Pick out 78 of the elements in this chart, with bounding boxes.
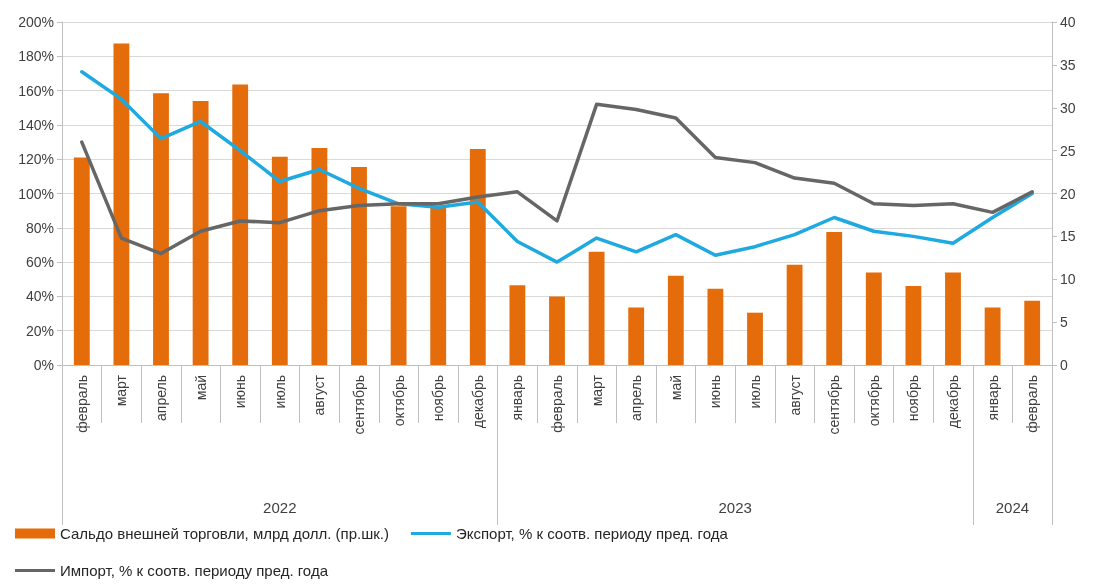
x-tick-label: июль: [747, 375, 763, 409]
x-tick-label: март: [113, 374, 130, 407]
y-tick-label: 20%: [25, 322, 54, 339]
text: 2022: [263, 499, 297, 516]
line-series: [80, 102, 1034, 256]
y-tick-label: 200%: [18, 14, 54, 30]
x-tick-label: апрель: [628, 375, 645, 421]
bar: [588, 251, 605, 365]
x-tick-label: ноябрь: [430, 375, 447, 422]
text: 2024: [995, 499, 1030, 516]
bar: [826, 232, 843, 365]
y2-tick-label: 5: [1060, 314, 1068, 331]
x-tick-label: июль: [271, 375, 288, 409]
bar: [905, 286, 922, 365]
x-tick-label: сентябрь: [351, 375, 367, 435]
bar: [232, 84, 249, 365]
x-tick-label: ноябрь: [905, 375, 922, 422]
x-tick-label: апрель: [153, 375, 169, 421]
x-tick-label: март: [588, 374, 605, 407]
bar: [73, 157, 90, 365]
bar: [153, 93, 169, 365]
y2-tick-label: 25: [1060, 142, 1076, 159]
y2-tick-label: 0: [1060, 357, 1068, 373]
x-tick-label: октябрь: [865, 375, 882, 427]
y-tick-label: 160%: [18, 82, 54, 99]
x-tick-label: август: [311, 374, 328, 416]
x-tick-label: январь: [984, 375, 1001, 421]
y-tick-label: 0%: [33, 357, 54, 373]
y-tick-label: 60%: [25, 254, 54, 271]
x-tick-label: февраль: [549, 375, 565, 433]
bar: [707, 288, 724, 365]
x-tick-label: декабрь: [945, 375, 961, 429]
x-tick-label: июнь: [232, 375, 249, 409]
bar: [865, 272, 882, 365]
y2-tick-label: 20: [1060, 185, 1076, 202]
x-tick-label: май: [192, 375, 209, 401]
bar: [351, 166, 367, 365]
y-tick-label: 40%: [25, 288, 54, 305]
x-tick-label: июнь: [707, 375, 724, 409]
bar: [628, 307, 645, 365]
bar: [113, 43, 130, 365]
bar: [549, 296, 565, 365]
bar: [786, 264, 803, 365]
bar: [1024, 300, 1041, 365]
y2-tick-label: 10: [1060, 271, 1076, 288]
x-tick-label: февраль: [1024, 375, 1041, 433]
bar: [390, 206, 407, 365]
y-tick-label: 80%: [25, 219, 54, 236]
bar: [509, 285, 526, 365]
y2-tick-label: 15: [1060, 228, 1076, 245]
y2-tick-label: 30: [1060, 99, 1076, 116]
bar: [311, 148, 328, 365]
y-tick-label: 120%: [18, 151, 54, 168]
x-tick-label: февраль: [73, 375, 90, 433]
bar: [747, 312, 763, 365]
legend-label: Импорт, % к соотв. периоду пред. года: [60, 562, 329, 579]
y2-tick-label: 40: [1060, 14, 1076, 30]
bar: [430, 208, 447, 365]
x-tick-label: декабрь: [469, 375, 486, 429]
y2-tick-label: 35: [1060, 56, 1076, 73]
bar: [667, 275, 684, 365]
legend-label: Экспорт, % к соотв. периоду пред. года: [455, 525, 729, 542]
bar: [984, 307, 1001, 365]
x-tick-label: май: [667, 375, 684, 401]
line-series: [80, 69, 1034, 264]
x-tick-label: октябрь: [390, 375, 407, 427]
legend-label: Сальдо внешней торговли, млрд долл. (пр.шк.): [60, 525, 389, 542]
bar: [271, 156, 288, 365]
y-tick-label: 100%: [18, 185, 54, 202]
bar: [945, 272, 961, 365]
y-tick-label: 180%: [18, 48, 54, 65]
x-tick-label: сентябрь: [826, 375, 843, 435]
bar: [469, 148, 486, 365]
x-tick-label: январь: [509, 375, 526, 421]
y-tick-label: 140%: [18, 116, 54, 133]
x-tick-label: август: [786, 374, 803, 416]
bar: [192, 100, 209, 365]
text: 2023: [718, 499, 752, 516]
